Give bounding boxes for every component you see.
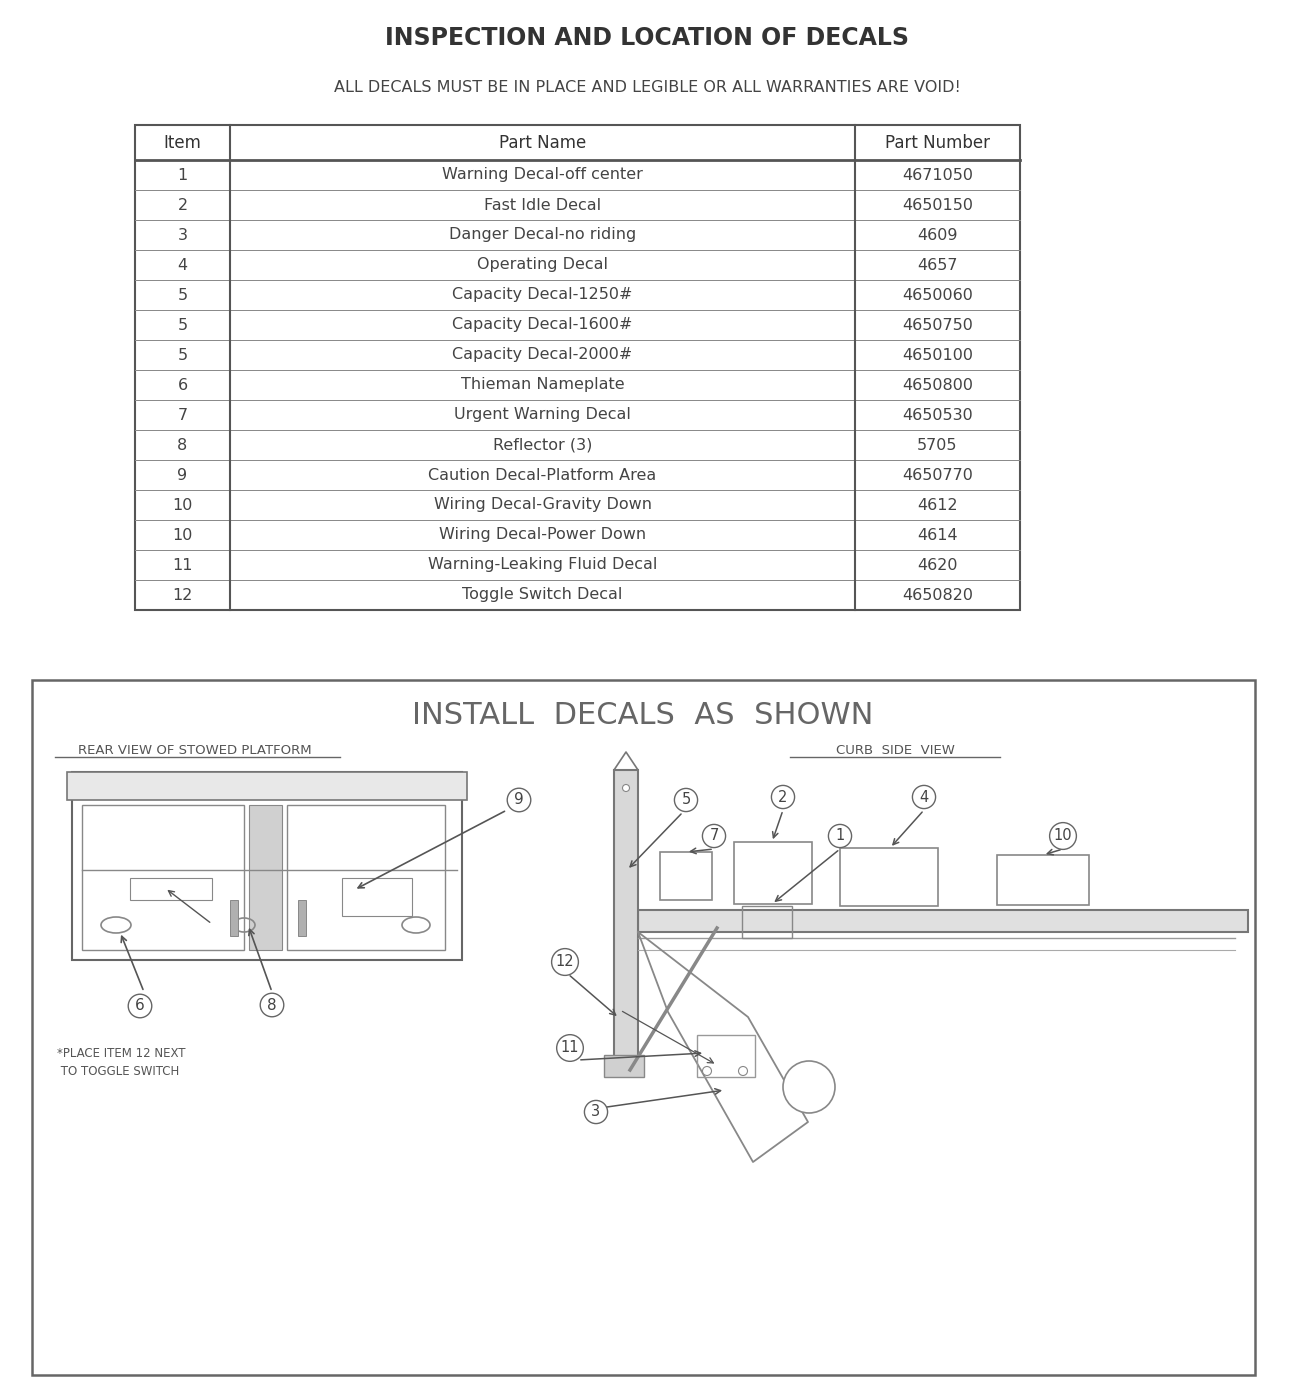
Text: Thieman Nameplate: Thieman Nameplate [461, 378, 624, 392]
Text: 10: 10 [172, 528, 193, 542]
Text: 4: 4 [177, 258, 188, 273]
Text: 4650770: 4650770 [903, 468, 973, 483]
Text: Reflector (3): Reflector (3) [493, 437, 592, 452]
Text: 5705: 5705 [917, 437, 958, 452]
Text: 7: 7 [177, 407, 188, 423]
Ellipse shape [702, 1067, 711, 1075]
Text: TO TOGGLE SWITCH: TO TOGGLE SWITCH [57, 1065, 179, 1078]
Bar [287, 805, 445, 951]
Text: Danger Decal-no riding: Danger Decal-no riding [449, 227, 636, 242]
Text: 4609: 4609 [917, 227, 958, 242]
Text: 9: 9 [514, 792, 524, 808]
Text: 6: 6 [177, 378, 188, 392]
Text: 4650800: 4650800 [903, 378, 973, 392]
Text: 4650530: 4650530 [903, 407, 973, 423]
Text: 12: 12 [172, 588, 193, 602]
Text: Wiring Decal-Gravity Down: Wiring Decal-Gravity Down [434, 497, 651, 512]
Text: Item: Item [163, 133, 202, 151]
Text: Part Name: Part Name [499, 133, 587, 151]
Text: 10: 10 [1054, 829, 1072, 843]
Text: 8: 8 [177, 437, 188, 452]
Text: Urgent Warning Decal: Urgent Warning Decal [455, 407, 631, 423]
Ellipse shape [783, 1061, 835, 1113]
Ellipse shape [738, 1067, 747, 1075]
Text: Toggle Switch Decal: Toggle Switch Decal [462, 588, 623, 602]
Text: 5: 5 [177, 347, 188, 363]
Text: Warning-Leaking Fluid Decal: Warning-Leaking Fluid Decal [427, 557, 657, 573]
Text: 3: 3 [177, 227, 188, 242]
Text: 4657: 4657 [917, 258, 958, 273]
Text: 11: 11 [172, 557, 193, 573]
Bar [638, 910, 1248, 932]
Text: 4614: 4614 [917, 528, 958, 542]
Text: Caution Decal-Platform Area: Caution Decal-Platform Area [429, 468, 657, 483]
Text: 4650750: 4650750 [903, 318, 973, 333]
Text: 4671050: 4671050 [903, 168, 973, 182]
Text: Capacity Decal-2000#: Capacity Decal-2000# [452, 347, 633, 363]
Text: 7: 7 [710, 829, 719, 843]
Bar [697, 1035, 755, 1077]
Text: 11: 11 [561, 1040, 579, 1056]
Text: Wiring Decal-Power Down: Wiring Decal-Power Down [439, 528, 646, 542]
Text: 2: 2 [177, 197, 188, 213]
Text: 6: 6 [135, 998, 145, 1014]
Text: 8: 8 [267, 997, 277, 1012]
Text: *PLACE ITEM 12 NEXT: *PLACE ITEM 12 NEXT [57, 1047, 185, 1060]
Text: 4650820: 4650820 [903, 588, 973, 602]
Text: Part Number: Part Number [884, 133, 989, 151]
Text: 4612: 4612 [917, 497, 958, 512]
Text: 12: 12 [556, 955, 574, 969]
Text: 2: 2 [778, 790, 787, 805]
Text: 1: 1 [177, 168, 188, 182]
Text: 4650150: 4650150 [903, 197, 973, 213]
Bar [840, 848, 938, 906]
Bar [73, 771, 462, 960]
Text: REAR VIEW OF STOWED PLATFORM: REAR VIEW OF STOWED PLATFORM [78, 743, 312, 756]
Text: Capacity Decal-1250#: Capacity Decal-1250# [452, 287, 633, 302]
Text: 5: 5 [177, 318, 188, 333]
Text: INSTALL  DECALS  AS  SHOWN: INSTALL DECALS AS SHOWN [412, 700, 874, 729]
Text: Fast Idle Decal: Fast Idle Decal [484, 197, 601, 213]
Bar [67, 771, 467, 799]
Text: Warning Decal-off center: Warning Decal-off center [442, 168, 642, 182]
Text: INSPECTION AND LOCATION OF DECALS: INSPECTION AND LOCATION OF DECALS [385, 27, 909, 50]
Bar [742, 906, 793, 938]
Text: Capacity Decal-1600#: Capacity Decal-1600# [452, 318, 633, 333]
Text: 4: 4 [919, 790, 929, 805]
Text: 4650060: 4650060 [903, 287, 973, 302]
Bar [82, 805, 243, 951]
Text: 5: 5 [681, 792, 690, 808]
Text: ALL DECALS MUST BE IN PLACE AND LEGIBLE OR ALL WARRANTIES ARE VOID!: ALL DECALS MUST BE IN PLACE AND LEGIBLE … [334, 80, 961, 95]
Text: 1: 1 [835, 829, 844, 843]
Text: Operating Decal: Operating Decal [477, 258, 607, 273]
Text: 4650100: 4650100 [903, 347, 973, 363]
Bar [135, 125, 1020, 610]
Bar [342, 878, 412, 916]
Text: 5: 5 [177, 287, 188, 302]
Text: 9: 9 [177, 468, 188, 483]
Bar [734, 841, 812, 904]
Bar [298, 900, 306, 937]
Text: 3: 3 [592, 1105, 601, 1120]
Bar [249, 805, 282, 951]
Bar [130, 878, 212, 900]
Bar [603, 1056, 644, 1077]
Text: 10: 10 [172, 497, 193, 512]
Text: CURB  SIDE  VIEW: CURB SIDE VIEW [835, 743, 954, 756]
Bar [660, 853, 712, 900]
Bar [32, 680, 1255, 1375]
Text: 4620: 4620 [917, 557, 958, 573]
Bar [997, 855, 1089, 904]
Bar [614, 770, 638, 1075]
Ellipse shape [623, 784, 629, 791]
Bar [231, 900, 238, 937]
